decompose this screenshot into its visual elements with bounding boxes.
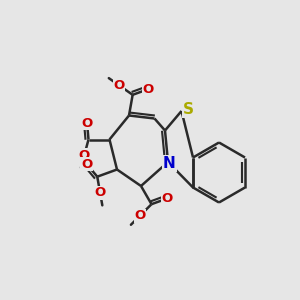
Text: O: O: [113, 79, 125, 92]
Text: O: O: [134, 209, 146, 222]
Text: O: O: [79, 149, 90, 162]
Text: S: S: [183, 102, 194, 117]
Text: O: O: [94, 186, 106, 200]
Text: O: O: [81, 158, 92, 170]
Text: O: O: [161, 192, 172, 205]
Text: O: O: [142, 83, 154, 96]
Text: N: N: [163, 156, 176, 171]
Text: O: O: [81, 117, 93, 130]
